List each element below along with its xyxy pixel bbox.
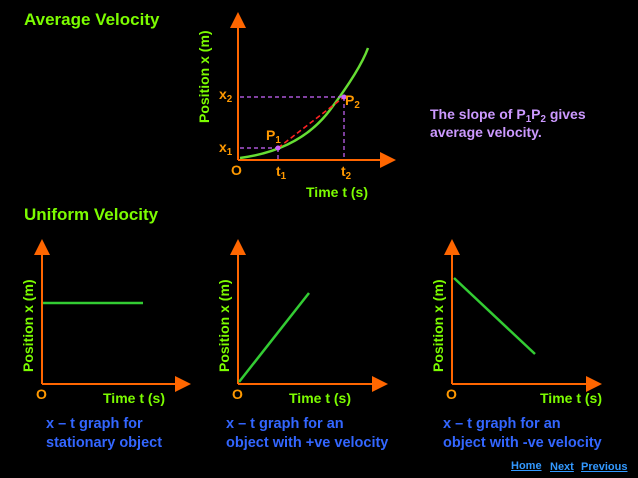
home-link[interactable]: Home: [511, 460, 542, 472]
previous-link[interactable]: Previous: [581, 461, 628, 473]
negative-velocity-graph: [444, 239, 602, 392]
g3-y-axis-label: Position x (m): [430, 279, 446, 372]
g1-y-axis-label: Position x (m): [20, 279, 36, 372]
g3-caption: x – t graph for an object with -ve veloci…: [443, 416, 602, 451]
g2-x-axis-label: Time t (s): [289, 390, 351, 406]
g1-caption: x – t graph for stationary object: [46, 416, 163, 451]
g3-line: [453, 277, 536, 355]
point-p2: [341, 94, 347, 100]
next-link[interactable]: Next: [550, 461, 574, 473]
top-origin-label: O: [231, 162, 242, 178]
uniform-velocity-heading: Uniform Velocity: [24, 205, 159, 224]
x2-label: x2: [219, 86, 233, 105]
g2-origin-label: O: [232, 386, 243, 402]
g3-origin-label: O: [446, 386, 457, 402]
g3-x-axis-label: Time t (s): [540, 390, 602, 406]
p2-label: P2: [345, 92, 360, 111]
point-p1: [275, 145, 281, 151]
top-y-axis-label: Position x (m): [196, 30, 212, 123]
average-velocity-heading: Average Velocity: [24, 10, 160, 29]
g2-y-axis-label: Position x (m): [216, 279, 232, 372]
top-x-axis-label: Time t (s): [306, 184, 368, 200]
x1-label: x1: [219, 139, 233, 158]
secant-line: [277, 96, 345, 149]
stationary-graph: [34, 239, 191, 392]
g2-caption: x – t graph for an object with +ve veloci…: [226, 416, 389, 451]
g1-origin-label: O: [36, 386, 47, 402]
average-velocity-graph: [230, 12, 396, 168]
slope-note: The slope of P1P2 gives average velocity…: [430, 106, 586, 140]
t2-label: t2: [341, 163, 352, 182]
t1-label: t1: [276, 163, 287, 182]
g1-x-axis-label: Time t (s): [103, 390, 165, 406]
position-time-curve: [239, 47, 370, 160]
g2-line: [238, 292, 310, 383]
p1-label: P1: [266, 127, 281, 146]
positive-velocity-graph: [230, 239, 388, 392]
